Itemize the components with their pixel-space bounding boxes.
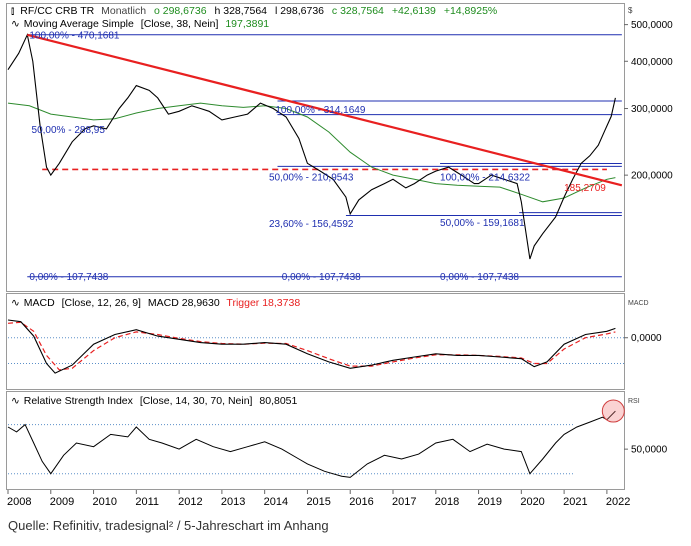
fib-annotation: 0,00% - 107,7438 [440, 272, 519, 283]
ma-label: Moving Average Simple [24, 18, 134, 30]
open-value: o 298,6736 [154, 5, 207, 17]
x-tick-label: 2016 [349, 496, 373, 508]
x-tick-label: 2017 [392, 496, 416, 508]
x-tick-label: 2011 [135, 496, 159, 508]
rsi-plot: 50,0000 [7, 399, 668, 478]
candlestick-icon: ⫾ [11, 5, 14, 17]
price-y-tick-label: 400,0000 [631, 57, 673, 68]
ma-value: 197,3891 [225, 18, 269, 30]
rsi-panel-frame [6, 391, 625, 490]
x-tick-label: 2014 [264, 496, 288, 508]
price-y-tick-label: 200,0000 [631, 171, 673, 182]
trigger-value: Trigger 18,3738 [226, 297, 300, 309]
trigger-line [7, 321, 616, 371]
macd-line [7, 319, 616, 374]
rsi-params: [Close, 14, 30, 70, Nein] [140, 395, 253, 407]
rsi-value: 80,8051 [259, 395, 297, 407]
header-row-2: ∿ Moving Average Simple [Close, 38, Nein… [11, 18, 269, 30]
x-tick-label: 2021 [563, 496, 587, 508]
change-pct-value: +14,8925% [444, 5, 497, 17]
x-tick-label: 2020 [520, 496, 544, 508]
interval-text: Monatlich [101, 5, 146, 17]
fib-annotation: 100,00% - 314,1649 [275, 105, 366, 116]
moving-average-line [7, 102, 616, 203]
x-tick-label: 2008 [7, 496, 31, 508]
x-tick-label: 2013 [221, 496, 245, 508]
x-tick-label: 2012 [178, 496, 202, 508]
macd-panel-frame [6, 293, 625, 390]
macd-value: MACD 28,9630 [148, 297, 220, 309]
x-tick-label: 2019 [478, 496, 502, 508]
header-row-1: ⫾ RF/CC CRB TR Monatlich o 298,6736 h 32… [11, 5, 497, 17]
macd-header: ∿ MACD [Close, 12, 26, 9] MACD 28,9630 T… [11, 297, 300, 309]
x-tick-label: 2018 [435, 496, 459, 508]
source-footer: Quelle: Refinitiv, tradesignal² / 5-Jahr… [8, 518, 329, 533]
x-tick-label: 2009 [50, 496, 74, 508]
macd-plot: 0,0000 [7, 319, 662, 374]
macd-y-tick-label: 0,0000 [631, 333, 662, 344]
symbol-text: RF/CC CRB TR [20, 5, 94, 17]
rsi-y-tick-label: 50,0000 [631, 445, 668, 456]
x-axis: 2008 2009 2010 2011 2012 2013 2014 2015 2016 2017… [7, 490, 630, 508]
low-value: l 298,6736 [275, 5, 324, 17]
panel-frames [6, 3, 625, 490]
rsi-toggle-icon: ∿ [11, 395, 20, 407]
fib-annotation: 50,00% - 159,1681 [440, 218, 525, 229]
rsi-highlight-circle [601, 399, 625, 423]
fib-annotation: 0,00% - 107,7438 [282, 272, 361, 283]
price-y-tick-label: 500,0000 [631, 20, 673, 31]
fib-annotation: 50,00% - 210,9543 [269, 172, 354, 183]
macd-params: [Close, 12, 26, 9] [62, 297, 141, 309]
price-line [7, 33, 616, 260]
x-tick-label: 2015 [306, 496, 330, 508]
support-label: 185,2709 [564, 183, 606, 194]
ma-toggle-icon: ∿ [11, 18, 20, 30]
fib-annotation: 23,60% - 156,4592 [269, 219, 354, 230]
trend-line [26, 33, 623, 187]
fib-annotation: 100,00% - 214,6322 [440, 172, 531, 183]
fib-annotation: 0,00% - 107,7438 [29, 272, 108, 283]
rsi-label: Relative Strength Index [24, 395, 134, 407]
ma-params: [Close, 38, Nein] [141, 18, 219, 30]
macd-axis-name: MACD [628, 300, 649, 307]
fib-annotation: 100,00% - 470,1681 [29, 30, 120, 41]
macd-toggle-icon: ∿ [11, 297, 20, 309]
rsi-line [7, 410, 616, 478]
price-panel-frame [6, 3, 625, 292]
close-value: c 328,7564 [332, 5, 384, 17]
x-tick-label: 2010 [93, 496, 117, 508]
x-tick-label: 2022 [606, 496, 630, 508]
currency-label: $ [628, 6, 633, 15]
fib-annotation: 50,00% - 288,95 [32, 125, 106, 136]
rsi-axis-name: RSI [628, 398, 640, 405]
price-y-tick-label: 300,0000 [631, 104, 673, 115]
change-value: +42,6139 [392, 5, 436, 17]
price-plot: 200,0000 300,0000 400,0000 500,0000 100,00% … [7, 20, 673, 283]
rsi-header: ∿ Relative Strength Index [Close, 14, 30… [11, 395, 298, 407]
high-value: h 328,7564 [214, 5, 267, 17]
macd-label: MACD [24, 297, 55, 309]
